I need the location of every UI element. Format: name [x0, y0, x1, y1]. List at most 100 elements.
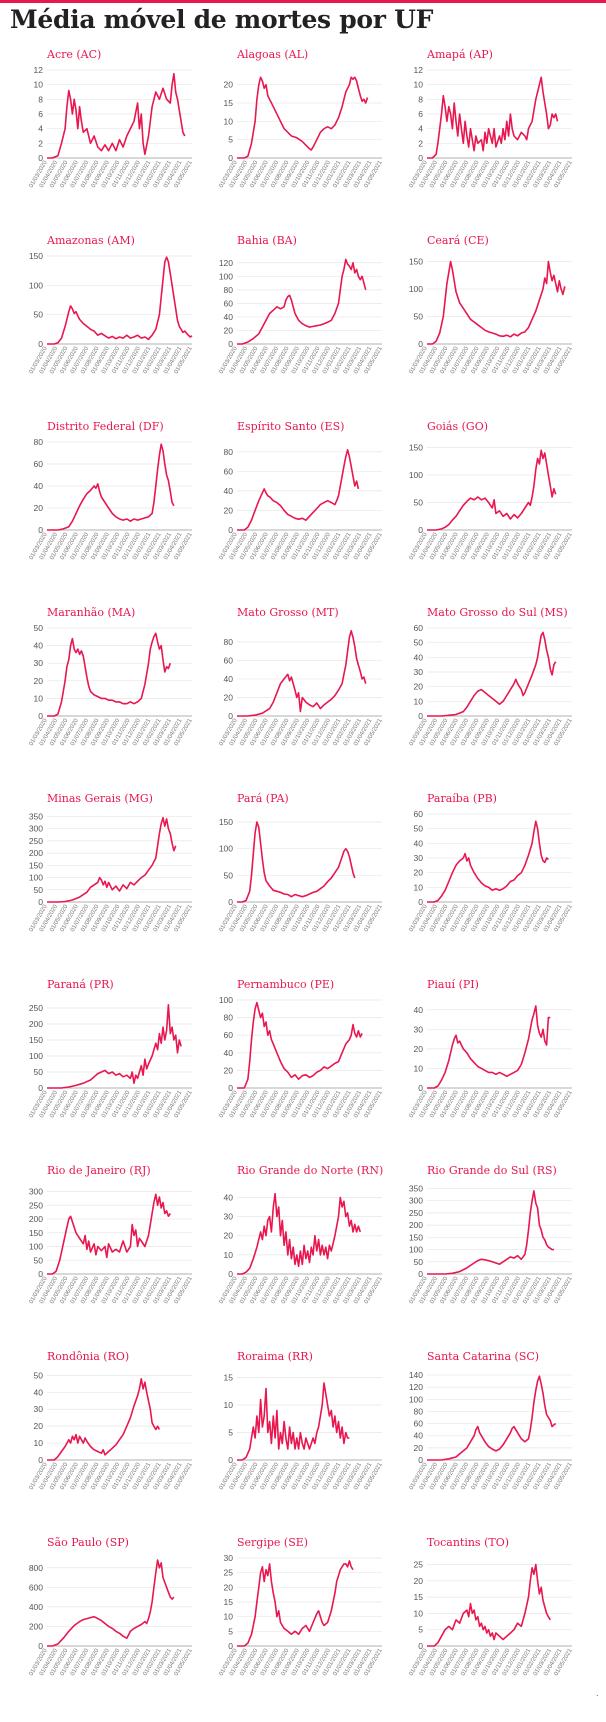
chart-panel: Bahia (BA) 0 20 40 60 80 100 120 01/03/2020 01/04…: [200, 234, 390, 420]
y-tick-label: 80: [224, 1013, 234, 1023]
chart-title: Pará (PA): [237, 792, 289, 805]
line-chart: 05010015001/03/202001/04/202001/05/20200…: [219, 817, 385, 933]
chart-panel: Maranhão (MA) 0 10 20 30 40 50 01/03/2020 01/04/…: [10, 606, 200, 792]
line-chart: 02040608010012001/03/202001/04/202001/05…: [219, 258, 385, 375]
chart-panel: Espírito Santo (ES) 0 20 40 60 80 01/03/2020 01…: [200, 420, 390, 606]
y-tick-label: 80: [34, 437, 44, 447]
y-tick-label: 60: [224, 466, 234, 476]
y-tick-label: 100: [409, 284, 423, 294]
y-tick-label: 50: [34, 885, 44, 895]
y-tick-label: 0: [418, 153, 423, 163]
y-tick-label: 20: [224, 80, 234, 90]
chart-panel: Piauí (PI) 0 10 20 30 40 01/03/2020 01/04/2020 0…: [390, 978, 580, 1164]
y-tick-label: 0: [418, 1455, 423, 1465]
y-tick-label: 250: [29, 1200, 43, 1210]
y-tick-label: 0: [228, 897, 233, 907]
y-tick-label: 20: [34, 503, 44, 513]
y-tick-label: 80: [224, 447, 234, 457]
line-chart: 05010015020025030035001/03/202001/04/202…: [29, 811, 195, 933]
y-tick-label: 20: [224, 1231, 234, 1241]
y-tick-label: 150: [29, 1035, 43, 1045]
y-tick-label: 10: [224, 116, 234, 126]
y-tick-label: 20: [224, 692, 234, 702]
chart-panel: Acre (AC) 0 2 4 6 8 10 12 01/03/2020 01/04/2020 01…: [10, 48, 200, 234]
y-tick-label: 250: [29, 1003, 43, 1013]
series-line: [237, 821, 356, 903]
y-tick-label: 100: [219, 995, 233, 1005]
line-chart: 02468101201/03/202001/04/202001/05/20200…: [409, 65, 575, 189]
y-tick-label: 800: [29, 1563, 43, 1573]
chart-title: Mato Grosso (MT): [237, 606, 339, 619]
y-tick-label: 0: [228, 153, 233, 163]
y-tick-label: 10: [414, 696, 424, 706]
y-tick-label: 60: [414, 623, 424, 633]
y-tick-label: 50: [414, 312, 424, 322]
y-tick-label: 80: [224, 285, 234, 295]
line-chart: 01020304001/03/202001/04/202001/05/20200…: [219, 1192, 385, 1305]
y-tick-label: 100: [409, 1394, 423, 1404]
y-tick-label: 150: [29, 251, 43, 261]
y-tick-label: 100: [219, 271, 233, 281]
y-tick-label: 400: [29, 1602, 43, 1612]
line-chart: 05101520253001/03/202001/04/202001/05/20…: [219, 1553, 385, 1677]
line-chart: 05010015020025001/03/202001/04/202001/05…: [29, 1003, 195, 1119]
series-line: [47, 443, 175, 531]
chart-panel: Mato Grosso do Sul (MS) 0 10 20 30 40 50 60 01/0…: [390, 606, 580, 792]
chart-panel: Amapá (AP) 0 2 4 6 8 10 12 01/03/2020 01/04/2020 0…: [390, 48, 580, 234]
y-tick-label: 20: [224, 1065, 234, 1075]
y-tick-label: 30: [34, 1404, 44, 1414]
y-tick-label: 50: [34, 310, 44, 320]
y-tick-label: 50: [34, 1067, 44, 1077]
chart-title: Goiás (GO): [427, 420, 489, 433]
y-tick-label: 300: [409, 1196, 423, 1206]
chart-panel: Pará (PA) 0 50 100 150 01/03/2020 01/04/2020 01…: [200, 792, 390, 978]
y-tick-label: 10: [414, 1608, 424, 1618]
chart-panel: Paraná (PR) 0 50 100 150 200 250 01/03/2020 01/0…: [10, 978, 200, 1164]
y-tick-label: 0: [228, 1641, 233, 1651]
y-tick-label: 50: [34, 1370, 44, 1380]
y-tick-label: 0: [228, 1455, 233, 1465]
y-tick-label: 40: [414, 838, 424, 848]
y-tick-label: 10: [34, 1438, 44, 1448]
y-tick-label: 150: [219, 817, 233, 827]
y-tick-label: 2: [38, 138, 43, 148]
series-line: [427, 1005, 551, 1089]
chart-title: Rio Grande do Sul (RS): [427, 1164, 557, 1177]
y-tick-label: 40: [34, 1387, 44, 1397]
y-tick-label: 200: [29, 848, 43, 858]
y-tick-label: 0: [418, 1083, 423, 1093]
y-tick-label: 0: [228, 339, 233, 349]
chart-panel: Goiás (GO) 0 50 100 150 01/03/2020 01/04/2020 0…: [390, 420, 580, 606]
series-line: [237, 258, 367, 345]
y-tick-label: 120: [409, 1382, 423, 1392]
line-chart: 0102030405001/03/202001/04/202001/05/202…: [29, 623, 195, 747]
chart-title: Espírito Santo (ES): [237, 420, 345, 433]
chart-title: Rio de Janeiro (RJ): [47, 1164, 151, 1177]
y-tick-label: 100: [409, 1245, 423, 1255]
y-tick-label: 30: [34, 658, 44, 668]
y-tick-label: 0: [418, 525, 423, 535]
y-tick-label: 10: [414, 882, 424, 892]
series-line: [427, 449, 557, 531]
y-tick-label: 25: [224, 1568, 234, 1578]
y-tick-label: 40: [224, 312, 234, 322]
y-tick-label: 150: [29, 860, 43, 870]
y-tick-label: 0: [38, 1083, 43, 1093]
series-line: [427, 1375, 557, 1461]
chart-title: Piauí (PI): [427, 978, 479, 991]
y-tick-label: 40: [224, 1192, 234, 1202]
line-chart: 05010015001/03/202001/04/202001/05/20200…: [29, 251, 195, 375]
y-tick-label: 0: [418, 1641, 423, 1651]
line-chart: 01020304001/03/202001/04/202001/05/20200…: [409, 1005, 575, 1119]
line-chart: 02040608010012014001/03/202001/04/202001…: [409, 1370, 575, 1491]
y-tick-label: 40: [34, 641, 44, 651]
y-tick-label: 2: [418, 138, 423, 148]
chart-title: Tocantins (TO): [427, 1536, 510, 1549]
chart-title: Acre (AC): [47, 48, 102, 61]
y-tick-label: 10: [34, 80, 44, 90]
y-tick-label: 20: [224, 325, 234, 335]
y-tick-label: 8: [418, 94, 423, 104]
series-line: [47, 1377, 161, 1461]
line-chart: 02040608010001/03/202001/04/202001/05/20…: [219, 995, 385, 1119]
y-tick-label: 200: [29, 1621, 43, 1631]
